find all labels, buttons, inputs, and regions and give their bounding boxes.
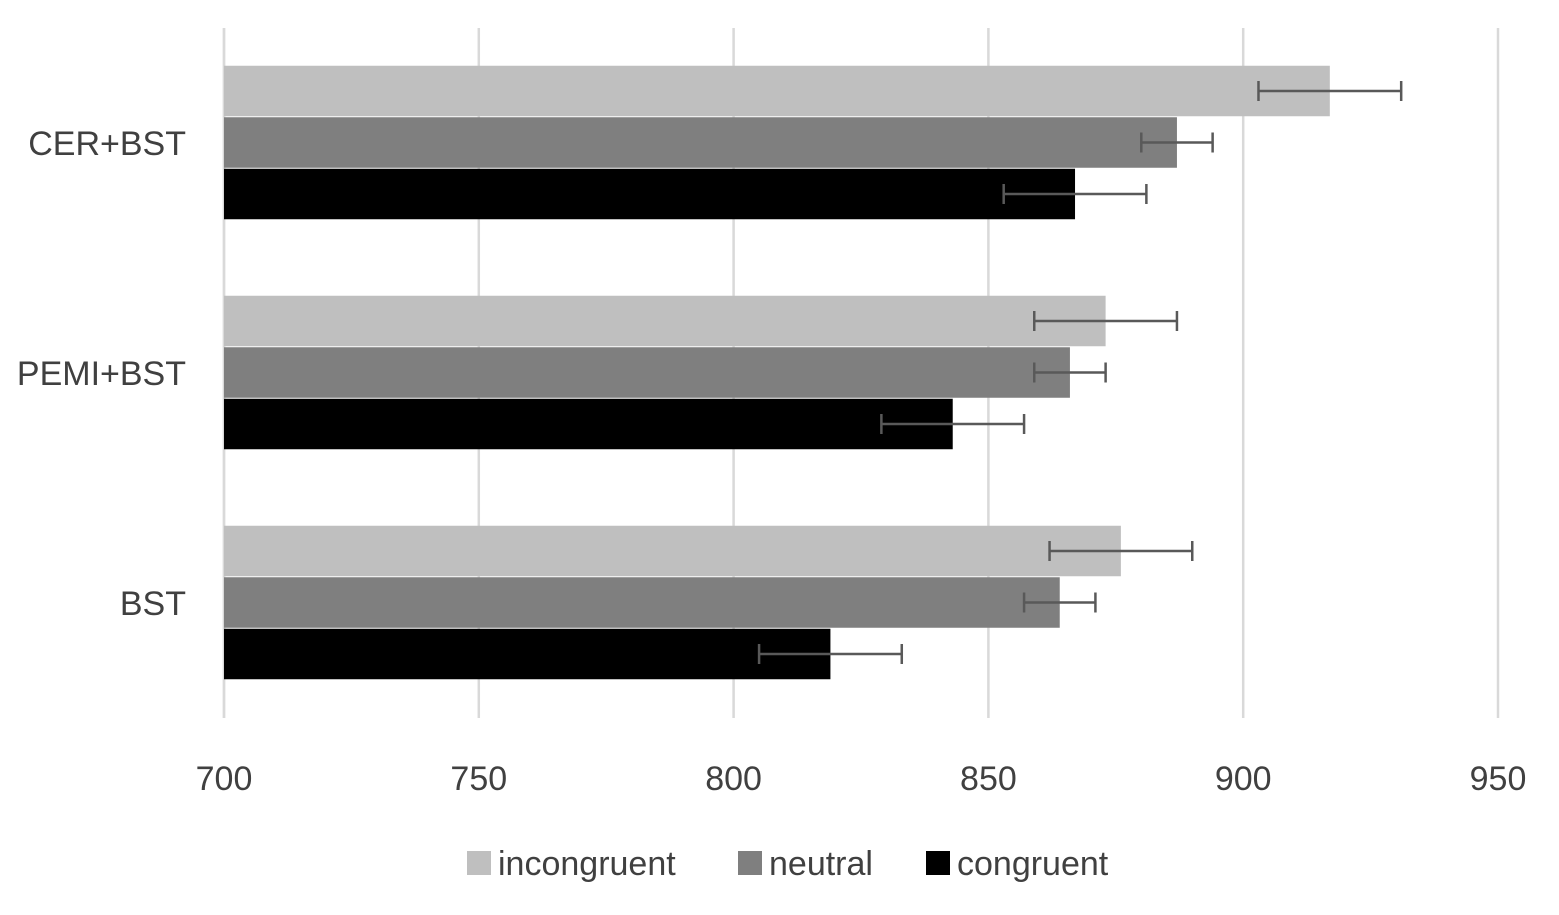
error-bar-cer-bst-congruent: [1002, 184, 1148, 204]
error-bar-cer-bst-incongruent: [1257, 81, 1403, 101]
category-label-pemi-bst: PEMI+BST: [17, 355, 186, 393]
legend-swatch-incongruent: [467, 851, 491, 875]
error-bar-cer-bst-neutral: [1140, 132, 1214, 153]
legend: incongruent neutral congruent: [467, 845, 1109, 883]
bar-cer-bst-congruent: [224, 168, 1076, 220]
legend-swatch-neutral: [738, 851, 762, 875]
error-bars: [757, 81, 1403, 664]
x-tick-label-950: 950: [1470, 760, 1527, 798]
bar-pemi-bst-incongruent: [224, 295, 1106, 347]
error-bar-pemi-bst-incongruent: [1033, 311, 1179, 331]
legend-item-neutral: neutral: [738, 845, 873, 883]
error-bar-pemi-bst-congruent: [880, 414, 1026, 434]
bars: [224, 65, 1330, 680]
legend-label-neutral: neutral: [769, 845, 873, 883]
error-bar-bst-congruent: [757, 644, 904, 664]
error-bar-bst-neutral: [1022, 592, 1097, 613]
x-tick-label-800: 800: [705, 760, 762, 798]
bar-pemi-bst-neutral: [224, 347, 1070, 398]
legend-item-incongruent: incongruent: [467, 845, 676, 883]
error-bar-pemi-bst-neutral: [1033, 362, 1107, 383]
category-label-cer-bst: CER+BST: [28, 125, 186, 163]
legend-swatch-congruent: [926, 851, 950, 875]
legend-label-incongruent: incongruent: [498, 845, 676, 883]
legend-item-congruent: congruent: [926, 845, 1109, 883]
bar-bst-congruent: [224, 628, 831, 680]
axis-labels: 700 750 800 850 900 950 CER+BST PEMI+BST BST: [17, 125, 1526, 798]
x-tick-label-750: 750: [450, 760, 507, 798]
x-tick-label-700: 700: [196, 760, 253, 798]
bar-bst-neutral: [224, 577, 1060, 628]
x-tick-label-850: 850: [960, 760, 1017, 798]
legend-label-congruent: congruent: [957, 845, 1109, 883]
error-bar-bst-incongruent: [1048, 541, 1194, 561]
bar-pemi-bst-congruent: [224, 398, 953, 450]
x-tick-label-900: 900: [1215, 760, 1272, 798]
bar-cer-bst-neutral: [224, 117, 1177, 168]
bar-cer-bst-incongruent: [224, 65, 1330, 117]
bar-bst-incongruent: [224, 525, 1121, 577]
category-label-bst: BST: [120, 585, 186, 623]
